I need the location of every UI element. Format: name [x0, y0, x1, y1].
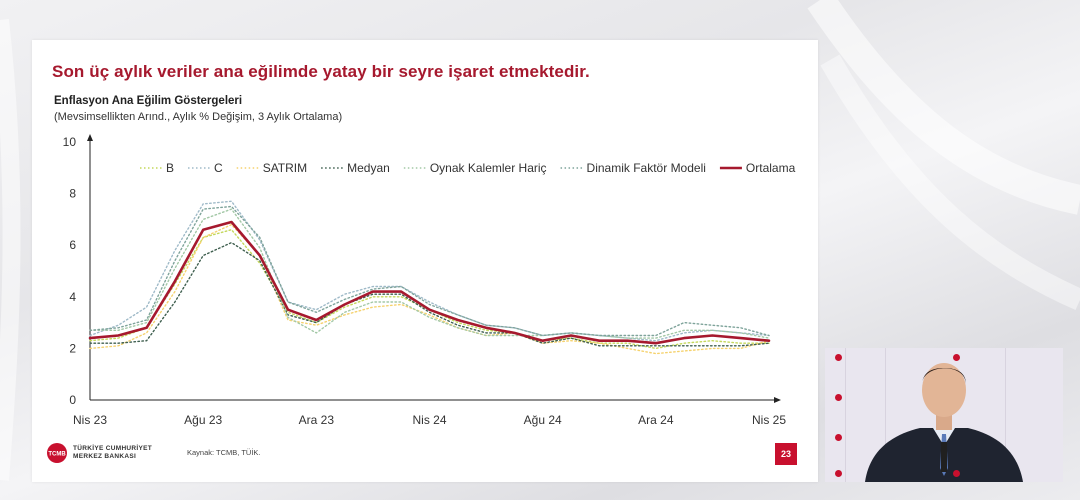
x-tick-label: Ağu 24	[524, 413, 562, 427]
source-note: Kaynak: TCMB, TÜİK.	[187, 448, 261, 457]
speaker-figure-icon	[845, 348, 1023, 482]
chart-subtitle: (Mevsimsellikten Arınd., Aylık % Değişim…	[54, 111, 343, 123]
legend-label: Medyan	[347, 161, 390, 175]
line-chart: 0 2 4 6 8 10 Nis 23 Ağu 23 Ara 23 Nis 24 Ağu 24 Ara…	[63, 134, 796, 427]
backdrop-logo-icon	[835, 394, 844, 401]
y-tick-label: 4	[69, 290, 76, 304]
x-tick-label: Nis 24	[412, 413, 446, 427]
x-tick-label: Ara 24	[638, 413, 674, 427]
legend-label: C	[214, 161, 223, 175]
backdrop-logo-icon	[953, 470, 962, 477]
chart-title: Enflasyon Ana Eğilim Göstergeleri	[54, 95, 243, 107]
y-tick-label: 6	[69, 238, 76, 252]
y-tick-label: 2	[69, 341, 76, 355]
x-tick-label: Nis 23	[73, 413, 107, 427]
series-line	[89, 208, 770, 339]
backdrop-logo-icon	[835, 434, 844, 441]
series-line	[89, 228, 770, 350]
central-bank-logo: TCMB TÜRKİYE CUMHURİYET MERKEZ BANKASI	[46, 442, 152, 464]
tcmb-emblem-icon: TCMB	[47, 443, 67, 463]
y-tick-label: 0	[69, 393, 76, 407]
presentation-slide: Son üç aylık veriler ana eğilimde yatay …	[32, 40, 818, 482]
logo-line-1: TÜRKİYE CUMHURİYET	[73, 445, 153, 452]
legend-label: SATRIM	[263, 161, 307, 175]
chart-series	[88, 200, 771, 355]
speaker-video	[825, 348, 1063, 482]
slide-headline: Son üç aylık veriler ana eğilimde yatay …	[52, 62, 590, 81]
page-number-badge: 23	[775, 443, 797, 465]
y-tick-label: 8	[69, 187, 76, 201]
legend-label: Oynak Kalemler Hariç	[430, 161, 547, 175]
legend-label: Ortalama	[746, 161, 796, 175]
series-line	[88, 220, 771, 345]
backdrop-logo-icon	[835, 354, 844, 361]
chart-axes: 0 2 4 6 8 10 Nis 23 Ağu 23 Ara 23 Nis 24 Ağu 24 Ara…	[63, 134, 786, 427]
y-axis-arrow-icon	[87, 134, 93, 141]
backdrop-logo-icon	[953, 354, 962, 361]
series-line	[89, 241, 770, 347]
y-tick-label: 10	[63, 135, 77, 149]
logo-mark-text: TCMB	[48, 452, 66, 458]
legend-label: B	[166, 161, 174, 175]
series-line	[89, 205, 770, 337]
series-line	[89, 200, 770, 342]
logo-line-2: MERKEZ BANKASI	[73, 453, 137, 460]
x-tick-label: Ağu 23	[184, 413, 222, 427]
legend-label: Dinamik Faktör Modeli	[587, 161, 706, 175]
x-tick-label: Ara 23	[299, 413, 335, 427]
x-axis-arrow-icon	[774, 397, 781, 403]
backdrop-logo-icon	[835, 470, 844, 477]
x-tick-label: Nis 25	[752, 413, 786, 427]
series-line	[89, 223, 770, 355]
chart-legend: B C SATRIM Medyan Oynak Kalemler Hariç Dinami…	[140, 161, 796, 175]
